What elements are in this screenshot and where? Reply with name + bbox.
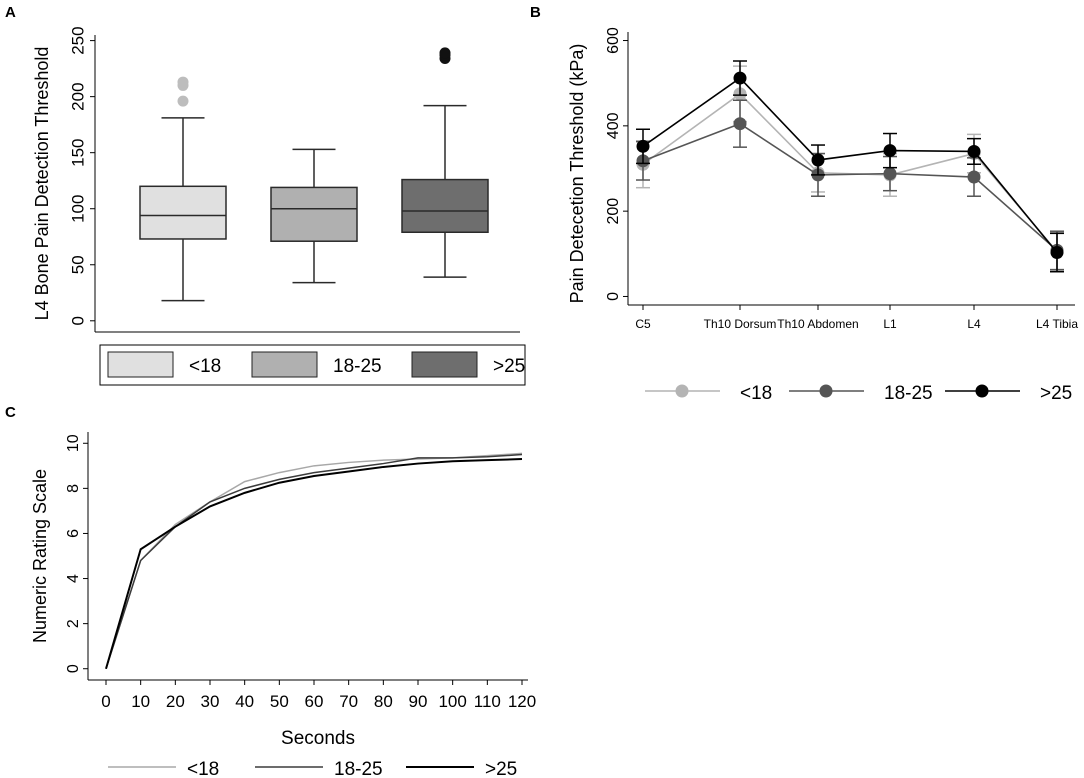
x-tick-label: 90	[409, 692, 428, 711]
y-tick-label: 4	[65, 574, 82, 583]
x-tick-label: 70	[339, 692, 358, 711]
y-tick-label: 150	[68, 138, 87, 166]
y-axis-title: L4 Bone Pain Detection Threshold	[32, 47, 52, 321]
legend-swatch	[251, 351, 318, 378]
series-point	[733, 71, 747, 85]
x-tick-label: 20	[166, 692, 185, 711]
legend-marker	[819, 384, 833, 398]
legend-label: >25	[485, 759, 517, 778]
series-point	[883, 167, 897, 181]
series-point	[883, 144, 897, 158]
legend-marker	[675, 384, 689, 398]
y-tick-label: 100	[68, 195, 87, 223]
y-tick-label: 400	[605, 112, 622, 139]
legend-label: >25	[1040, 383, 1072, 404]
series-line	[642, 92, 1058, 253]
box-iqr	[139, 185, 227, 240]
x-tick-label: 110	[474, 692, 501, 711]
x-tick-label: L1	[883, 317, 897, 331]
legend-swatch	[107, 351, 174, 378]
series-line	[105, 452, 523, 669]
legend-label: <18	[189, 356, 221, 377]
y-tick-label: 50	[68, 255, 87, 274]
y-axis-title: Numeric Rating Scale	[30, 469, 50, 643]
panel-letter-b: B	[530, 4, 541, 21]
x-tick-label: 60	[305, 692, 324, 711]
series-point	[811, 153, 825, 167]
box-iqr	[270, 186, 358, 242]
legend-label: >25	[493, 356, 525, 377]
legend-swatch	[411, 351, 478, 378]
legend-label: <18	[740, 383, 772, 404]
x-tick-label: 80	[374, 692, 393, 711]
x-tick-label: 30	[201, 692, 220, 711]
y-tick-label: 0	[68, 316, 87, 325]
y-tick-label: 6	[65, 529, 82, 538]
series-point	[636, 139, 650, 153]
x-tick-label: C5	[635, 317, 651, 331]
panel-b: B 0 200 400 600 C5 Th10 Dorsum Th10 Abdomen L1 L4…	[530, 4, 1078, 404]
legend-label: 18-25	[333, 356, 382, 377]
series-line	[105, 458, 523, 670]
series-point	[1050, 246, 1064, 260]
panel-letter-a: A	[5, 4, 16, 21]
series-line	[105, 453, 523, 669]
x-tick-label: 10	[131, 692, 150, 711]
y-tick-label: 10	[65, 434, 82, 452]
y-tick-label: 200	[605, 198, 622, 225]
x-tick-label: L4 Tibia	[1036, 317, 1078, 331]
y-tick-label: 8	[65, 484, 82, 493]
series-line	[642, 122, 1058, 251]
legend-label: 18-25	[884, 383, 933, 404]
y-tick-label: 0	[65, 664, 82, 673]
x-tick-label: L4	[967, 317, 981, 331]
x-tick-label: Th10 Dorsum	[704, 317, 777, 331]
series-point	[967, 144, 981, 158]
panel-letter-c: C	[5, 404, 16, 421]
legend-label: 18-25	[334, 759, 383, 778]
y-tick-label: 200	[68, 82, 87, 110]
box-outlier	[177, 76, 189, 88]
box-outlier	[177, 95, 189, 107]
y-tick-label: 0	[605, 292, 622, 301]
x-tick-label: 40	[235, 692, 254, 711]
box-iqr	[401, 178, 489, 234]
y-tick-label: 2	[65, 619, 82, 628]
x-axis-title: Seconds	[281, 728, 355, 749]
x-tick-label: 100	[438, 692, 466, 711]
x-tick-label: Th10 Abdomen	[777, 317, 858, 331]
x-tick-label: 0	[101, 692, 110, 711]
y-tick-label: 250	[68, 26, 87, 54]
series-point	[967, 170, 981, 184]
panel-a: A 0 50 100 150 200 250 L4 Bone Pain Detection T…	[5, 4, 526, 386]
legend-marker	[975, 384, 989, 398]
x-tick-label: 120	[508, 692, 536, 711]
y-axis-title: Pain Detecetion Threshold (kPa)	[567, 44, 587, 304]
series-line	[642, 77, 1058, 254]
x-tick-label: 50	[270, 692, 289, 711]
y-tick-label: 600	[605, 27, 622, 54]
legend-label: <18	[187, 759, 219, 778]
box-outlier	[439, 47, 451, 59]
series-point	[733, 117, 747, 131]
